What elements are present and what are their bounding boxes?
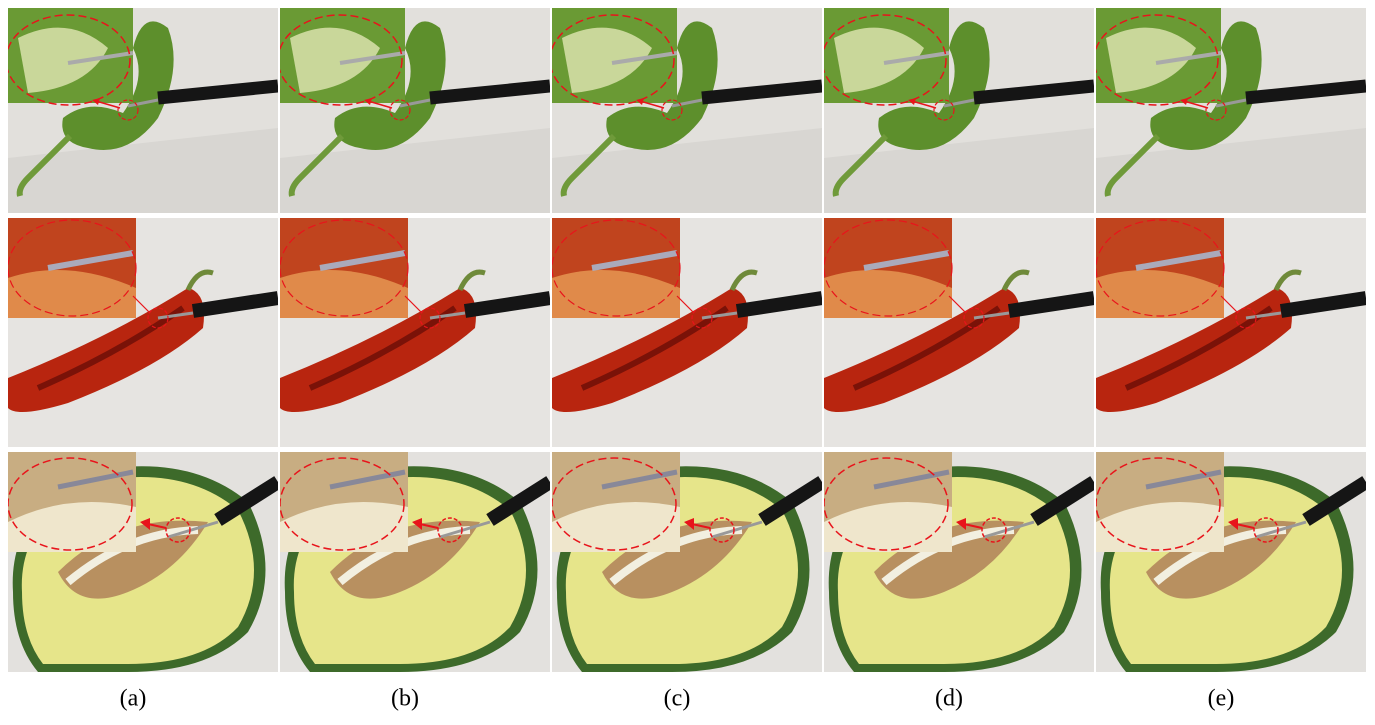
panel-caption: (e) — [1208, 686, 1235, 712]
photo-panel — [1096, 218, 1366, 447]
panel-caption: (d) — [935, 686, 963, 712]
photo-panel — [280, 218, 550, 447]
panel-caption: (a) — [120, 686, 147, 712]
panel-caption: (c) — [664, 686, 691, 712]
photo-panel — [552, 452, 822, 672]
photo-panel — [824, 218, 1094, 447]
photo-panel — [822, 8, 1094, 213]
photo-panel — [552, 218, 822, 447]
photo-panel — [278, 8, 550, 213]
panel-caption: (b) — [391, 686, 419, 712]
photo-panel — [1096, 452, 1366, 672]
photo-panel — [824, 452, 1094, 672]
photo-panel — [6, 8, 278, 213]
photo-grid — [6, 8, 1366, 672]
photo-panel — [280, 452, 550, 672]
photo-panel — [8, 452, 278, 672]
photo-panel — [1094, 8, 1366, 213]
photo-panel — [8, 218, 278, 447]
figure: (a) (b) (c) (d) (e) — [0, 0, 1375, 725]
photo-panel — [550, 8, 822, 213]
